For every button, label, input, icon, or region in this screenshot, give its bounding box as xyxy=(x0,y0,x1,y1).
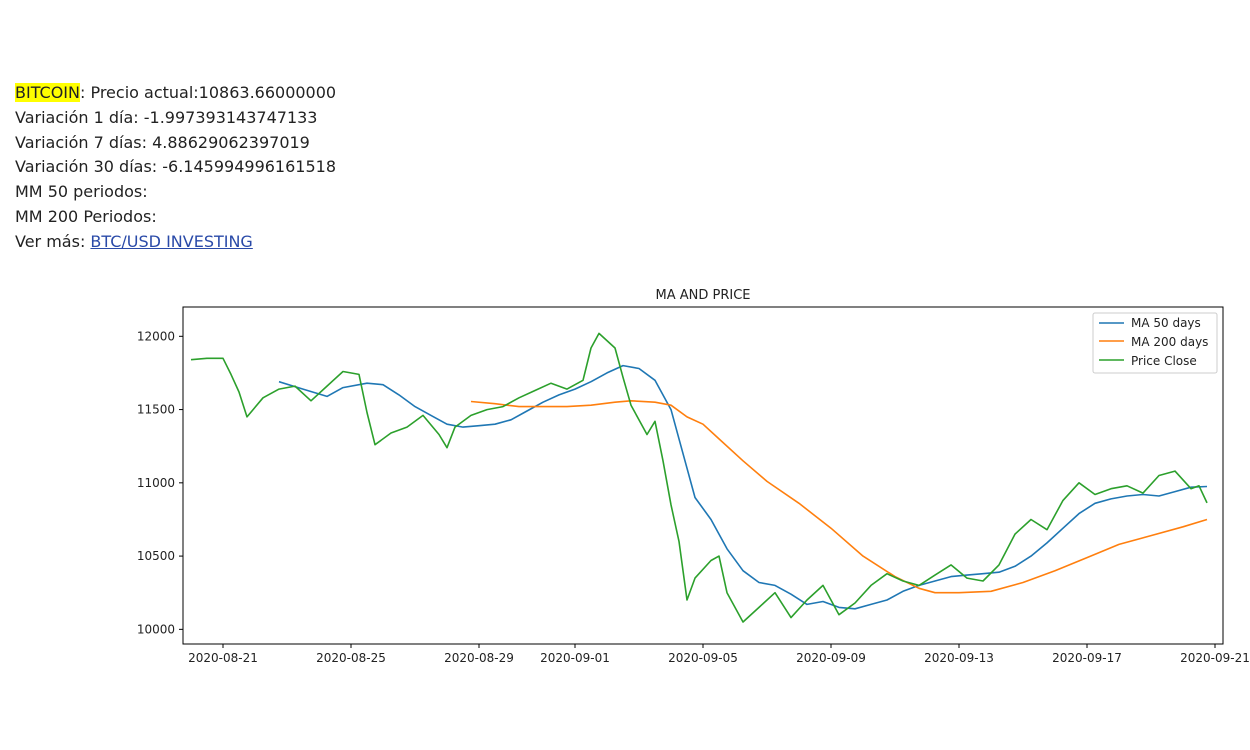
y-tick-label: 10500 xyxy=(137,549,175,563)
variation-1-day-label: Variación 1 día: xyxy=(15,107,144,127)
price-value: 10863.66000000 xyxy=(198,83,337,102)
legend-label-price: Price Close xyxy=(1131,354,1197,368)
more-line: Ver más: BTC/USD INVESTING xyxy=(15,230,336,255)
x-tick-label: 2020-08-21 xyxy=(188,651,258,665)
x-tick-label: 2020-08-29 xyxy=(444,651,514,665)
variation-30-days: Variación 30 días: -6.145994996161518 xyxy=(15,155,336,180)
legend-label-ma50: MA 50 days xyxy=(1131,316,1201,330)
legend-label-ma200: MA 200 days xyxy=(1131,335,1208,349)
more-label: Ver más: xyxy=(15,231,91,251)
x-tick-label: 2020-09-21 xyxy=(1180,651,1250,665)
series-ma50 xyxy=(278,364,1208,610)
chart-title: MA AND PRICE xyxy=(656,288,751,303)
variation-30-days-label: Variación 30 días: xyxy=(15,157,163,177)
y-tick-label: 12000 xyxy=(137,329,175,343)
legend: MA 50 days MA 200 days Price Close xyxy=(1092,312,1218,374)
x-tick-label: 2020-09-01 xyxy=(540,651,610,665)
legend-box xyxy=(1092,312,1218,374)
variation-7-days-label: Variación 7 días: xyxy=(15,132,153,152)
x-tick-label: 2020-09-09 xyxy=(796,651,866,665)
series-layer xyxy=(190,332,1208,623)
variation-7-days-value: 4.88629062397019 xyxy=(152,132,310,152)
variation-1-day-value: -1.997393143747133 xyxy=(143,107,318,127)
x-tick-label: 2020-09-05 xyxy=(668,651,738,665)
x-tick-label: 2020-09-13 xyxy=(924,651,994,665)
plot-frame xyxy=(182,306,1224,645)
price-line: BITCOIN: Precio actual:10863.66000000 xyxy=(15,81,336,106)
x-tick-label: 2020-09-17 xyxy=(1052,651,1122,665)
series-price xyxy=(190,332,1208,623)
axes-layer: 2020-08-21 2020-08-25 2020-08-29 2020-09-01… xyxy=(137,329,1250,665)
variation-30-days-value: -6.145994996161518 xyxy=(162,157,336,177)
series-ma200 xyxy=(470,399,1208,594)
y-tick-label: 11500 xyxy=(137,403,175,417)
variation-1-day: Variación 1 día: -1.997393143747133 xyxy=(15,106,336,131)
coin-name: BITCOIN xyxy=(15,83,80,102)
x-tick-label: 2020-08-25 xyxy=(316,651,386,665)
y-tick-label: 10000 xyxy=(137,622,175,636)
y-tick-label: 11000 xyxy=(137,476,175,490)
variation-7-days: Variación 7 días: 4.88629062397019 xyxy=(15,131,336,156)
ma-50-line: MM 50 periodos: xyxy=(15,182,148,202)
coin-info-panel: BITCOIN: Precio actual:10863.66000000 Va… xyxy=(15,81,336,255)
price-label: : Precio actual: xyxy=(79,83,199,102)
investing-link[interactable]: BTC/USD INVESTING xyxy=(90,231,253,251)
ma-200-line: MM 200 Periodos: xyxy=(15,206,157,226)
